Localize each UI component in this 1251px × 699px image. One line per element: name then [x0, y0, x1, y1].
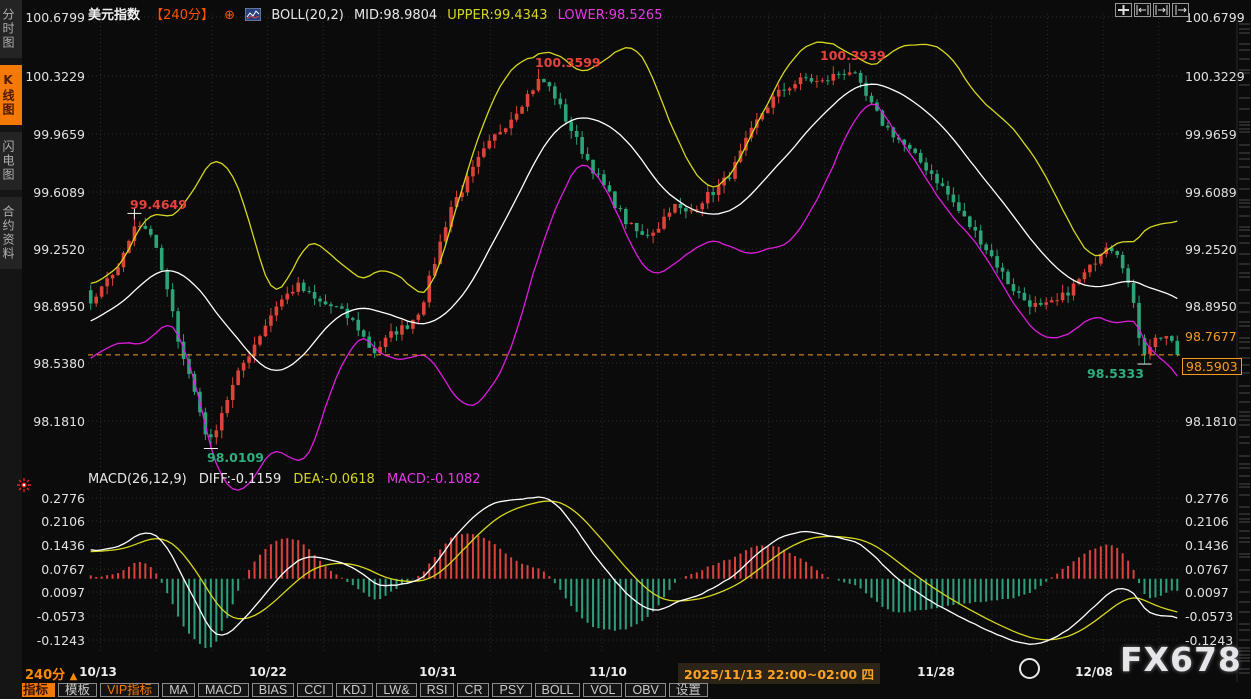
boll-lower-value: LOWER:98.5265 [558, 8, 663, 23]
watermark-ring-icon [1019, 658, 1040, 679]
indicator-ma-button[interactable]: MA [162, 683, 195, 697]
triangle-up-icon: ▲ [70, 671, 78, 682]
low-annotation: 98.0109 [207, 450, 264, 465]
macd-tick: 0.1436 [23, 538, 85, 553]
indicator-obv-button[interactable]: OBV [625, 683, 665, 697]
zoom-in-horizontal-icon[interactable] [1153, 3, 1170, 17]
high-annotation: 100.3599 [535, 55, 601, 70]
price-tick: 98.1810 [23, 414, 85, 429]
collapse-icon[interactable]: ⊕ [224, 8, 235, 23]
indicator-toolbar: 指标 模板 VIP指标 MA MACD BIAS CCI KDJ LW& RSI… [16, 683, 708, 699]
macd-tick: -0.0573 [1185, 609, 1233, 624]
indicator-vol-button[interactable]: VOL [583, 683, 622, 697]
macd-tick: 0.0767 [1185, 562, 1229, 577]
macd-header: MACD(26,12,9) DIFF:-0.1159 DEA:-0.0618 M… [88, 472, 489, 487]
date-tick: 11/28 [917, 665, 955, 679]
macd-tick: 0.2106 [23, 514, 85, 529]
mini-chart-icon [245, 8, 261, 25]
macd-tick: -0.0573 [23, 609, 85, 624]
indicator-boll-button[interactable]: BOLL [535, 683, 581, 697]
last-price-label: 98.5903 [1182, 358, 1242, 375]
macd-diff-value: DIFF:-0.1159 [199, 472, 281, 487]
price-tick: 99.2520 [23, 242, 85, 257]
indicator-marker-icon[interactable] [17, 477, 31, 496]
macd-tick: 0.2776 [1185, 491, 1229, 506]
indicator-lw-button[interactable]: LW& [376, 683, 416, 697]
macd-tick: 0.1436 [1185, 538, 1229, 553]
shift-right-icon[interactable] [1172, 3, 1189, 17]
boll-params: BOLL(20,2) [271, 8, 344, 23]
high-annotation: 100.3939 [820, 48, 886, 63]
indicator-psy-button[interactable]: PSY [492, 683, 531, 697]
crosshair-move-icon[interactable] [1115, 3, 1132, 17]
price-tick: 100.6799 [1185, 10, 1245, 25]
boll-upper-value: UPPER:99.4343 [447, 8, 547, 23]
indicator-bias-button[interactable]: BIAS [252, 683, 295, 697]
indicator-cr-button[interactable]: CR [457, 683, 489, 697]
symbol-name: 美元指数 [88, 8, 140, 23]
period-label: 【240分】 [150, 8, 214, 23]
chart-tools [1115, 3, 1189, 17]
watermark: FX678 [1120, 640, 1242, 679]
sidebar-item-time-chart[interactable]: 分时图 [0, 0, 22, 58]
date-tick: 10/31 [419, 665, 457, 679]
indicator-kdj-button[interactable]: KDJ [336, 683, 374, 697]
price-tick: 100.6799 [23, 10, 85, 25]
date-tick: 10/13 [79, 665, 117, 679]
price-tick: 98.8950 [1185, 299, 1237, 314]
date-tick: 12/08 [1075, 665, 1113, 679]
date-tick: 10/22 [249, 665, 287, 679]
macd-params: MACD(26,12,9) [88, 472, 187, 487]
high-annotation: 99.4649 [130, 197, 187, 212]
settings-button[interactable]: 设置 [669, 683, 708, 697]
price-tick: 99.6089 [23, 185, 85, 200]
indicator-rsi-button[interactable]: RSI [420, 683, 455, 697]
date-tick: 11/10 [589, 665, 627, 679]
indicator-macd-button[interactable]: MACD [198, 683, 249, 697]
kline-chart-app: { "sidebar": { "items": ["分时图", "K线图", "… [0, 0, 1251, 699]
time-axis: 240分 ▲ 10/13 10/22 10/31 11/10 11/28 12/… [0, 662, 1251, 682]
low-annotation: 98.5333 [1087, 366, 1144, 381]
price-tick: 98.8950 [23, 299, 85, 314]
macd-dea-value: DEA:-0.0618 [293, 472, 374, 487]
ref-price-label: 98.7677 [1185, 329, 1237, 344]
macd-tick: 0.0097 [1185, 585, 1229, 600]
price-tick: 99.6089 [1185, 185, 1237, 200]
macd-value: MACD:-0.1082 [387, 472, 481, 487]
macd-tick: 0.0767 [23, 562, 85, 577]
sidebar-item-kline-chart[interactable]: K线图 [0, 65, 22, 125]
boll-mid-value: MID:98.9804 [354, 8, 437, 23]
period-selector[interactable]: 240分 ▲ [25, 664, 77, 683]
price-tick: 99.9659 [1185, 127, 1237, 142]
price-tick: 99.2520 [1185, 242, 1237, 257]
price-tick: 98.1810 [1185, 414, 1237, 429]
zoom-out-horizontal-icon[interactable] [1134, 3, 1151, 17]
price-tick: 99.9659 [23, 127, 85, 142]
macd-tick: 0.0097 [23, 585, 85, 600]
chart-type-sidebar: 分时图 K线图 闪电图 合约资料 [0, 0, 22, 699]
tab-template[interactable]: 模板 [58, 683, 97, 697]
chart-canvas[interactable] [0, 0, 1251, 699]
tab-vip-indicator[interactable]: VIP指标 [100, 683, 159, 697]
price-tick: 100.3229 [1185, 69, 1245, 84]
price-tick: 100.3229 [23, 69, 85, 84]
chart-header: 美元指数 【240分】 ⊕ BOLL(20,2) MID:98.9804 UPP… [88, 4, 668, 25]
macd-tick: 0.2106 [1185, 514, 1229, 529]
sidebar-item-contract-info[interactable]: 合约资料 [0, 197, 22, 269]
macd-tick: 0.2776 [23, 491, 85, 506]
sidebar-item-flash-chart[interactable]: 闪电图 [0, 132, 22, 190]
price-tick: 98.5380 [23, 356, 85, 371]
macd-tick: -0.1243 [23, 633, 85, 648]
indicator-cci-button[interactable]: CCI [297, 683, 333, 697]
crosshair-date-readout: 2025/11/13 22:00~02:00 四 [678, 663, 880, 684]
